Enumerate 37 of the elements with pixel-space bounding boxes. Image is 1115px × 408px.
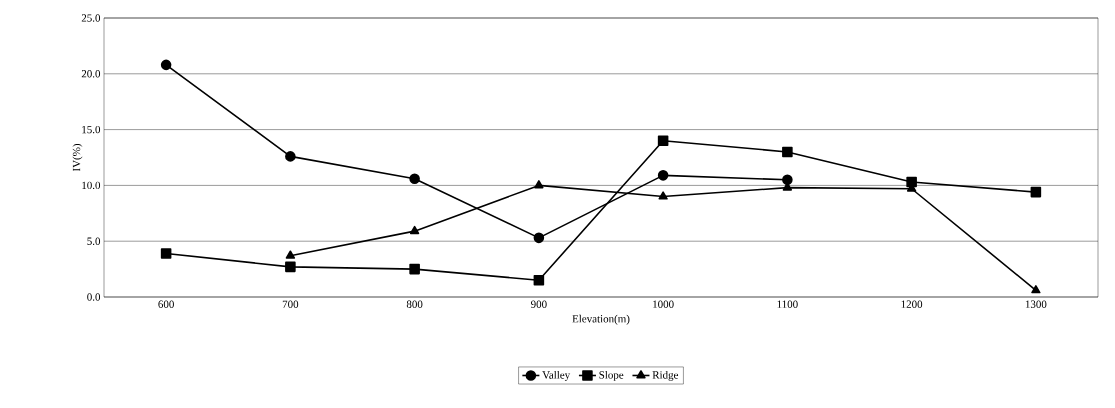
point	[1030, 186, 1042, 198]
x-tick-label: 1300	[1025, 300, 1047, 308]
point	[285, 261, 296, 273]
y-tick-label: 5.0	[87, 237, 101, 245]
point	[409, 225, 420, 235]
point	[160, 248, 172, 259]
x-tick-label: 1100	[777, 300, 798, 308]
point	[1031, 285, 1041, 294]
x-tick-label: 700	[282, 300, 299, 308]
x-tick-label: 900	[531, 300, 547, 308]
y-axis-title: IV(%)	[72, 143, 83, 172]
point	[160, 59, 172, 71]
legend-label: Slope	[599, 370, 624, 381]
point	[782, 146, 793, 158]
y-tick-label: 10.0	[82, 181, 101, 190]
point	[657, 135, 669, 147]
point	[409, 173, 420, 184]
x-tick-label: 800	[406, 300, 423, 308]
x-tick-label: 600	[158, 300, 174, 308]
y-tick-label: 25.0	[81, 14, 101, 22]
y-tick-label: 20.0	[81, 70, 101, 78]
point	[409, 263, 420, 275]
x-tick-label: 1200	[901, 300, 923, 308]
point	[533, 232, 545, 244]
point	[533, 274, 545, 286]
point	[285, 250, 296, 259]
point	[285, 151, 296, 162]
x-tick-label: 1000	[653, 300, 674, 308]
legend-label: Ridge	[652, 370, 679, 381]
y-tick-label: 15.0	[82, 125, 101, 134]
legend-label: Valley	[542, 370, 571, 381]
x-axis-title: Elevation(m)	[572, 314, 630, 325]
point	[658, 191, 668, 200]
point	[782, 174, 793, 186]
point	[534, 180, 544, 189]
y-tick-label: 0.0	[87, 293, 101, 301]
point	[657, 170, 669, 181]
